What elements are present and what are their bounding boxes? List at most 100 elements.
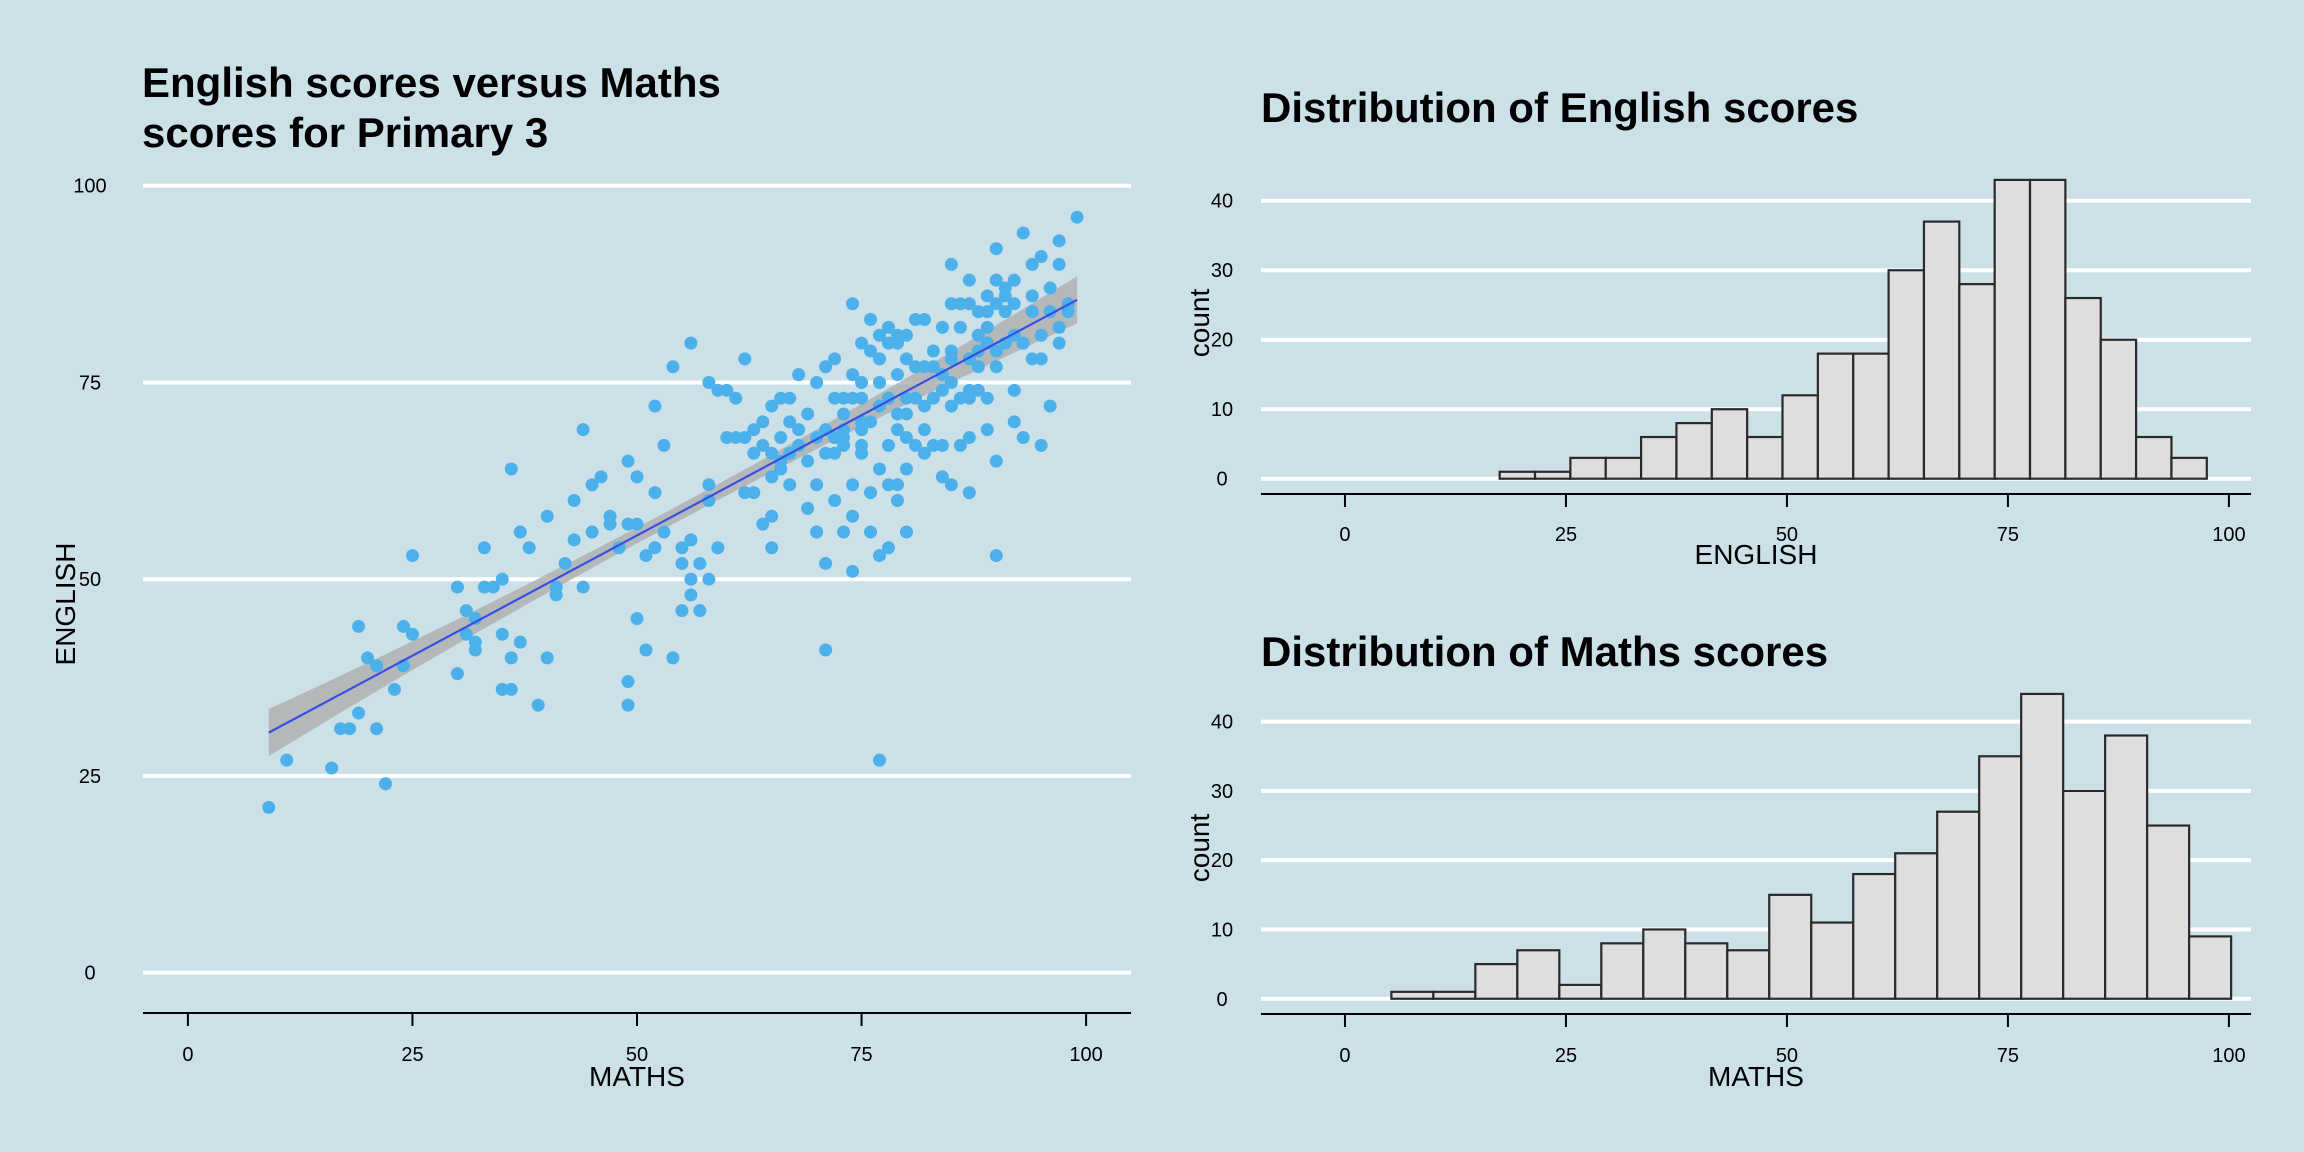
histogram-bar [1726,949,1771,1000]
x-tick-label-100: 100 [2212,1045,2245,1067]
scatter-point [890,328,904,342]
scatter-point [513,635,527,649]
histogram-bar [1432,990,1477,1000]
english-histogram-y-tick-labels: 0 10 20 30 40 [1211,191,1233,491]
scatter-point [846,564,860,578]
scatter-point [684,336,698,350]
scatter-point [729,431,743,445]
maths-histogram-title: Distribution of Maths scores [1261,628,1828,675]
scatter-point [864,344,878,358]
scatter-point [567,494,581,508]
histogram-bar [1810,921,1855,1000]
scatter-point [693,556,707,570]
scatter-point [657,438,671,452]
scatter-point [540,509,554,523]
scatter-point [989,297,1003,311]
english-histogram-x-axis-label: ENGLISH [1695,539,1818,570]
scatter-point [379,777,393,791]
scatter-point [621,517,635,531]
histogram-bar [2170,456,2208,480]
scatter-point [361,651,375,665]
scatter-point [881,541,895,555]
scatter-point [702,494,716,508]
scatter-point [1043,281,1057,295]
scatter-point [962,431,976,445]
y-tick-label-40: 40 [1211,712,1233,734]
scatter-point [648,541,662,555]
histogram-bar [1781,394,1819,480]
scatter-point [747,486,761,500]
scatter-point [828,494,842,508]
histogram-bar [1887,269,1926,480]
scatter-point [855,375,869,389]
histogram-bar [2099,338,2138,480]
scatter-point [944,257,958,271]
scatter-point [684,533,698,547]
scatter-y-axis-label: ENGLISH [50,543,81,666]
scatter-point [405,627,419,641]
scatter-point [926,344,940,358]
scatter-point [989,454,1003,468]
x-tick-label-50: 50 [1776,524,1798,546]
scatter-point [756,415,770,429]
scatter-point [1034,250,1048,264]
scatter-point [864,525,878,539]
scatter-point [720,431,734,445]
scatter-point [899,328,913,342]
x-tick-label-100: 100 [2212,524,2245,546]
scatter-point [765,470,779,484]
histogram-bar [1516,949,1561,1000]
scatter-point [810,478,824,492]
scatter-point [675,556,689,570]
histogram-bar [1639,435,1678,480]
scatter-point [810,525,824,539]
x-tick-label-0: 0 [1339,1045,1350,1067]
histogram-bar [1993,178,2032,480]
scatter-point [881,336,895,350]
y-tick-label-10: 10 [1211,919,1233,941]
y-tick-label-30: 30 [1211,260,1233,282]
scatter-point [370,659,384,673]
scatter-point [747,423,761,437]
histogram-bar [1768,893,1813,1000]
scatter-point [846,391,860,405]
scatter-point [675,541,689,555]
scatter-point [944,352,958,366]
scatter-point [684,572,698,586]
scatter-point [971,383,985,397]
scatter-point [459,604,473,618]
x-tick-label-0: 0 [1339,524,1350,546]
histogram-bar [1852,872,1897,1000]
scatter-point [495,572,509,586]
scatter-point [890,368,904,382]
x-tick-label-75: 75 [850,1044,872,1066]
scatter-point [935,383,949,397]
scatter-x-axis [143,1012,1131,1026]
histogram-bar [1852,352,1890,480]
scatter-point [971,328,985,342]
scatter-point [899,431,913,445]
scatter-point [944,399,958,413]
scatter-point [819,556,833,570]
scatter-point [1025,352,1039,366]
scatter-point [702,375,716,389]
scatter-point [1007,297,1021,311]
scatter-point [828,352,842,366]
scatter-fit-line [268,298,1078,734]
histogram-bar [1642,928,1687,1000]
scatter-point [720,383,734,397]
scatter-point [792,438,806,452]
y-tick-label-0: 0 [84,963,95,985]
scatter-point [783,478,797,492]
scatter-point [783,415,797,429]
scatter-point [846,478,860,492]
histogram-bar [2146,824,2191,1000]
scatter-point [917,360,931,374]
scatter-point [774,391,788,405]
scatter-point [864,486,878,500]
scatter-point [334,722,348,736]
histogram-bar [1922,220,1961,480]
histogram-bar [1390,990,1435,1000]
scatter-point [594,470,608,484]
